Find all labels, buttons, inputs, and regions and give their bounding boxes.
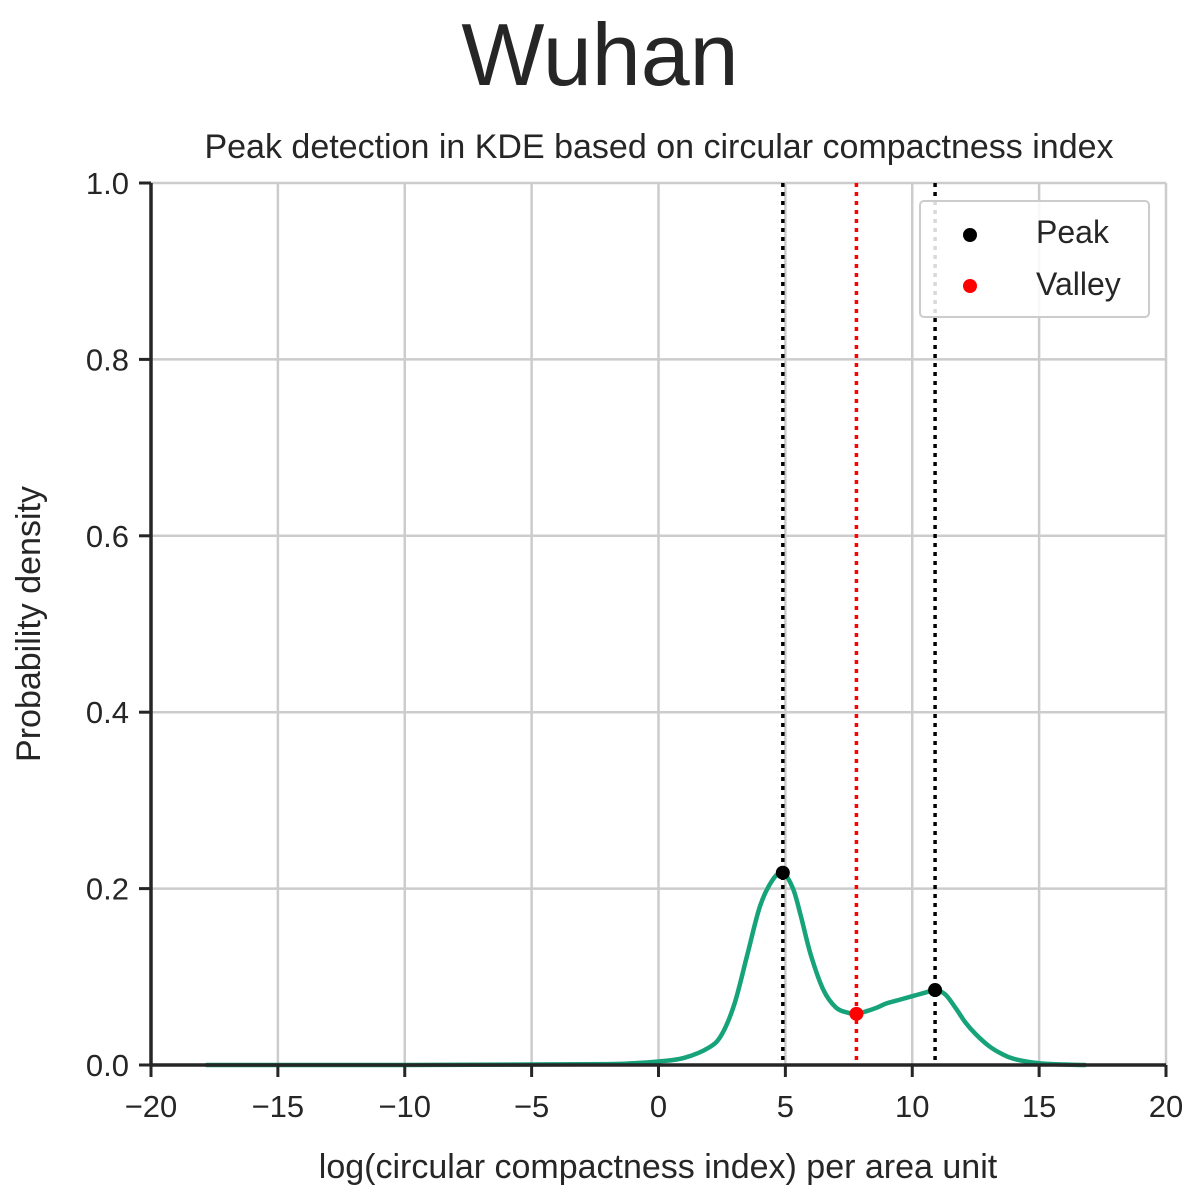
x-tick-label-7: 15 — [1022, 1089, 1056, 1124]
marker-lines — [781, 183, 937, 1065]
x-tick-label-2: −10 — [378, 1089, 431, 1124]
x-tick-label-0: −20 — [125, 1089, 178, 1124]
x-tick-label-4: 0 — [650, 1089, 667, 1124]
legend-valley-label: Valley — [1036, 266, 1121, 302]
x-tick-label-5: 5 — [777, 1089, 794, 1124]
peak-point-0 — [775, 865, 790, 880]
chart-title: Wuhan — [461, 5, 738, 104]
point-markers — [775, 865, 943, 1021]
legend-peak-label: Peak — [1036, 214, 1110, 250]
x-ticks: −20 −15 −10 −5 0 5 10 15 20 — [125, 1065, 1183, 1124]
grid-lines — [151, 181, 1168, 1065]
y-tick-label-5: 1.0 — [86, 166, 129, 201]
kde-curve-0 — [204, 870, 1088, 1068]
x-tick-label-6: 10 — [895, 1089, 929, 1124]
chart-subtitle: Peak detection in KDE based on circular … — [204, 128, 1113, 166]
legend: Peak Valley — [919, 200, 1150, 318]
x-axis-label: log(circular compactness index) per area… — [319, 1148, 998, 1186]
y-axis-label: Probability density — [10, 486, 48, 762]
y-tick-label-3: 0.6 — [86, 519, 129, 554]
valley-point-0 — [849, 1006, 864, 1021]
x-tick-label-1: −15 — [252, 1089, 305, 1124]
peak-point-1 — [928, 983, 943, 998]
legend-frame — [919, 200, 1150, 318]
series-group — [204, 870, 1088, 1068]
y-tick-label-2: 0.4 — [86, 695, 129, 730]
x-tick-label-8: 20 — [1149, 1089, 1183, 1124]
y-tick-label-0: 0.0 — [86, 1048, 129, 1083]
legend-peak-marker — [963, 228, 977, 242]
legend-valley-marker — [963, 279, 977, 293]
x-tick-label-3: −5 — [514, 1089, 549, 1124]
y-tick-label-1: 0.2 — [86, 872, 129, 907]
y-ticks: 0.0 0.2 0.4 0.6 0.8 1.0 — [86, 166, 151, 1083]
y-tick-label-4: 0.8 — [86, 342, 129, 377]
